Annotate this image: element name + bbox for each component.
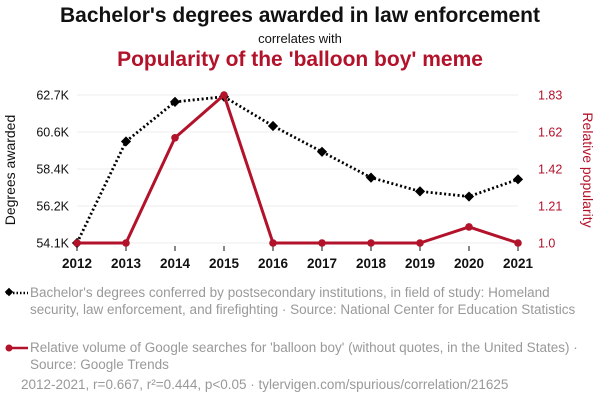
data-point-degrees	[169, 96, 181, 107]
legend-label-degrees: Bachelor's degrees conferred by postseco…	[30, 285, 576, 317]
chart-title: Bachelor's degrees awarded in law enforc…	[60, 4, 540, 27]
data-point-degrees	[316, 146, 328, 157]
data-point-degrees	[267, 120, 279, 132]
left-tick-label: 60.6K	[36, 126, 69, 140]
legend-swatch-balloon-boy	[5, 344, 28, 352]
data-point-balloon-boy	[122, 239, 130, 247]
left-tick-label: 58.4K	[36, 163, 69, 177]
left-axis-label: Degrees awarded	[2, 115, 18, 226]
x-tick-label: 2013	[111, 256, 142, 271]
series-line-balloon-boy	[77, 93, 519, 245]
data-point-degrees	[120, 136, 132, 147]
legend-swatch-degrees	[4, 287, 28, 297]
data-point-balloon-boy	[318, 239, 326, 247]
right-axis-label: Relative popularity	[580, 112, 596, 227]
right-tick-label: 1.83	[538, 89, 562, 103]
data-point-balloon-boy	[73, 239, 81, 247]
x-tick-label: 2015	[209, 256, 240, 271]
x-tick-label: 2014	[160, 256, 191, 271]
series-lines	[71, 91, 524, 249]
data-point-balloon-boy	[367, 239, 375, 247]
data-point-degrees	[463, 191, 475, 202]
chart-title-secondary: Popularity of the 'balloon boy' meme	[117, 48, 483, 71]
legend-item-balloon-boy: Relative volume of Google searches for '…	[4, 339, 594, 373]
left-tick-label: 54.1K	[36, 237, 69, 251]
data-point-balloon-boy	[171, 133, 179, 142]
left-tick-label: 62.7K	[36, 89, 69, 103]
data-point-degrees	[512, 174, 524, 185]
x-tick-label: 2017	[307, 256, 337, 271]
x-tick-label: 2021	[503, 256, 534, 271]
data-point-balloon-boy	[514, 239, 522, 247]
legend-item-degrees: Bachelor's degrees conferred by postseco…	[4, 284, 594, 318]
grid-lines	[77, 94, 518, 244]
x-axis-ticks: 2012 2013 2014 2015 2016 2017 2018 2019 2020 2021	[62, 246, 534, 271]
x-tick-label: 2018	[356, 256, 387, 271]
x-tick-label: 2012	[62, 256, 92, 271]
data-point-balloon-boy	[269, 239, 277, 247]
right-tick-label: 1.0	[538, 237, 555, 251]
right-tick-label: 1.62	[538, 126, 562, 140]
legend-label-balloon-boy: Relative volume of Google searches for '…	[30, 340, 578, 372]
data-point-balloon-boy	[416, 239, 424, 247]
x-tick-label: 2016	[258, 256, 289, 271]
data-point-balloon-boy	[465, 223, 473, 231]
chart-footer: 2012-2021, r=0.667, r²=0.444, p<0.05 · t…	[21, 377, 509, 392]
series-line-degrees	[75, 95, 519, 244]
left-axis-ticks: 54.1K 56.2K 58.4K 60.6K 62.7K	[36, 89, 69, 251]
x-tick-label: 2020	[454, 256, 484, 271]
x-tick-label: 2019	[405, 256, 435, 271]
data-point-balloon-boy	[220, 91, 228, 99]
right-tick-label: 1.42	[538, 163, 562, 177]
chart-subtitle: correlates with	[258, 31, 342, 46]
data-point-degrees	[365, 172, 377, 183]
right-axis-ticks: 1.0 1.21 1.42 1.62 1.83	[538, 89, 562, 251]
data-point-degrees	[414, 186, 426, 197]
left-tick-label: 56.2K	[36, 200, 69, 214]
right-tick-label: 1.21	[538, 200, 562, 214]
